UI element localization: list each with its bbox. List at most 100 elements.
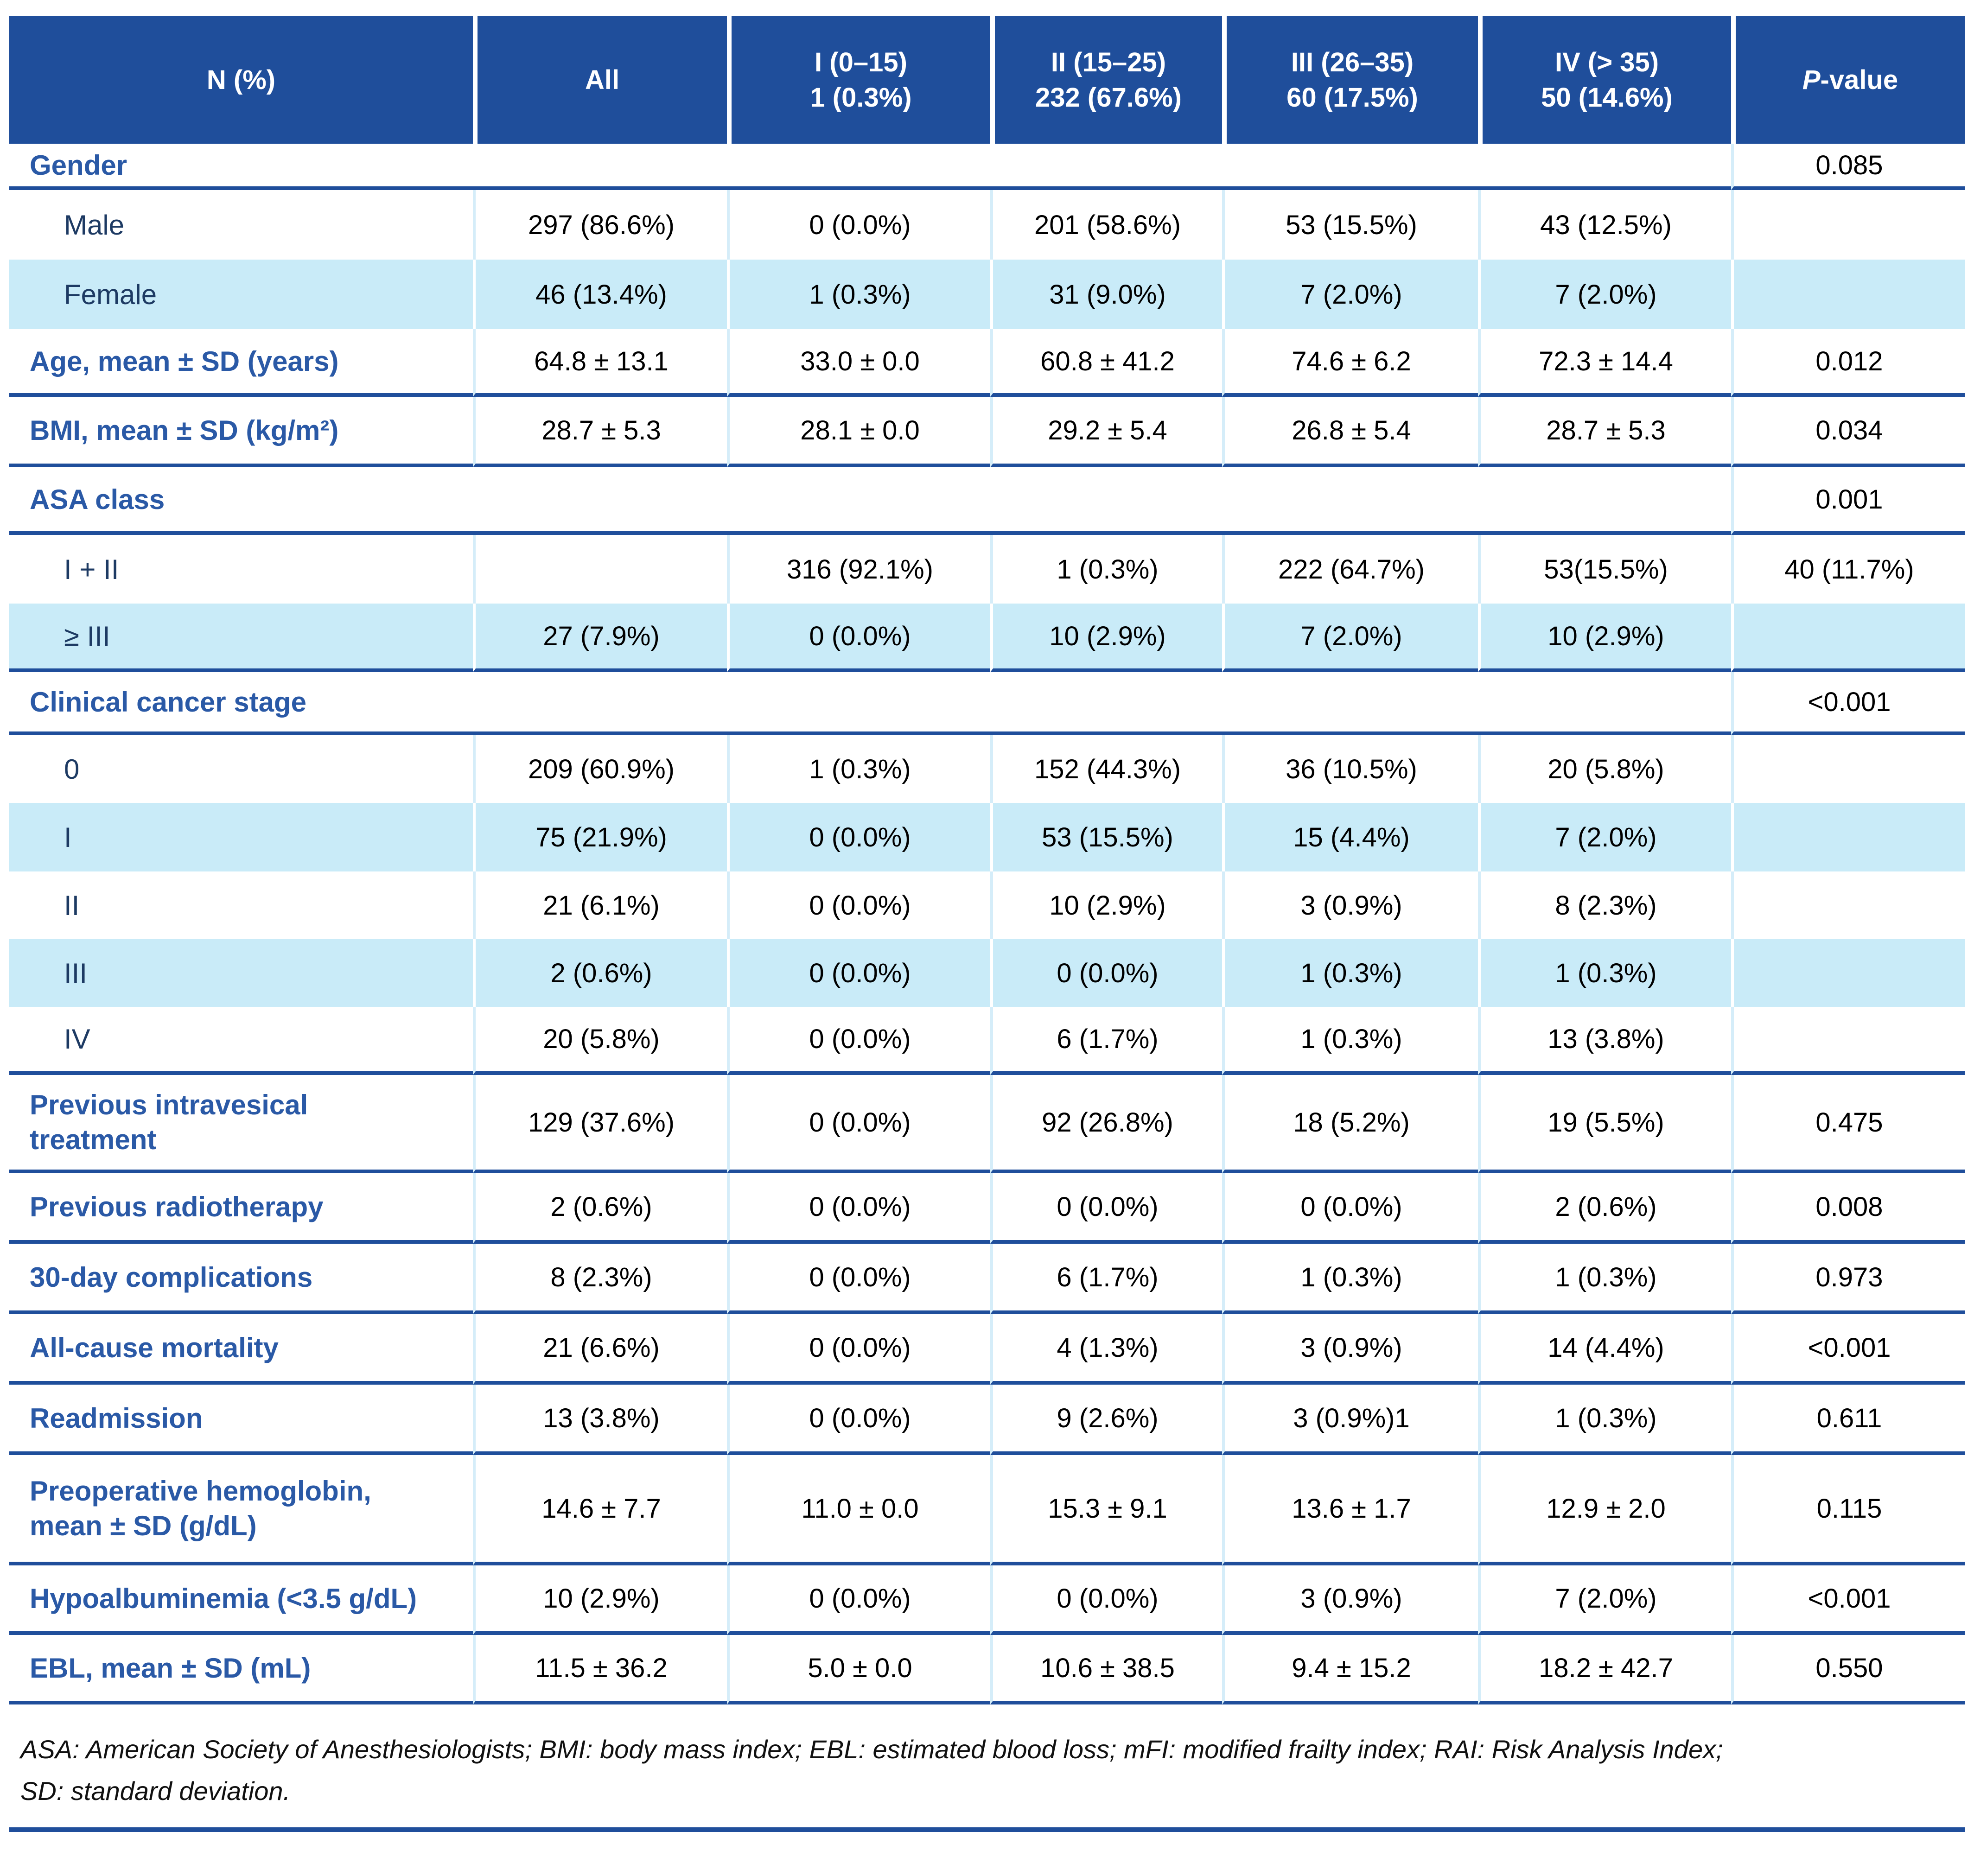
p-value-cell: <0.001 bbox=[1731, 672, 1965, 735]
cell-g4: 7 (2.0%) bbox=[1478, 803, 1731, 871]
cell-g2: 31 (9.0%) bbox=[990, 260, 1222, 329]
cell-g3: 26.8 ± 5.4 bbox=[1222, 397, 1478, 467]
cell-all: 21 (6.6%) bbox=[473, 1314, 727, 1385]
cell-all: 8 (2.3%) bbox=[473, 1244, 727, 1314]
p-value-cell: 0.012 bbox=[1731, 329, 1965, 397]
cell-g3: 3 (0.9%) bbox=[1222, 871, 1478, 939]
row-label: IV bbox=[9, 1007, 473, 1075]
row-asa-3-plus: ≥ III 27 (7.9%) 0 (0.0%) 10 (2.9%) 7 (2.… bbox=[9, 604, 1965, 672]
cell-g3: 7 (2.0%) bbox=[1222, 260, 1478, 329]
row-stage-0: 0 209 (60.9%) 1 (0.3%) 152 (44.3%) 36 (1… bbox=[9, 735, 1965, 803]
cell-all bbox=[473, 535, 727, 604]
row-hypoalbuminemia: Hypoalbuminemia (<3.5 g/dL) 10 (2.9%) 0 … bbox=[9, 1565, 1965, 1635]
cell-g1: 0 (0.0%) bbox=[727, 1244, 990, 1314]
row-label: Hypoalbuminemia (<3.5 g/dL) bbox=[9, 1565, 473, 1635]
cell-all: 2 (0.6%) bbox=[473, 939, 727, 1007]
header-group-4: IV (> 35) 50 (14.6%) bbox=[1478, 16, 1731, 144]
cell-g3: 3 (0.9%) bbox=[1222, 1314, 1478, 1385]
cell-all: 10 (2.9%) bbox=[473, 1565, 727, 1635]
header-group-3: III (26–35) 60 (17.5%) bbox=[1222, 16, 1478, 144]
cell-g2: 1 (0.3%) bbox=[990, 535, 1222, 604]
row-label: 30-day complications bbox=[9, 1244, 473, 1314]
cell-all: 21 (6.1%) bbox=[473, 871, 727, 939]
row-gender: Gender 0.085 bbox=[9, 144, 1965, 190]
row-asa-1-2: I + II 316 (92.1%) 1 (0.3%) 222 (64.7%) … bbox=[9, 535, 1965, 604]
clinical-characteristics-table: N (%) All I (0–15) 1 (0.3%) II (15–25) 232… bbox=[9, 16, 1965, 1704]
cell-g1: 0 (0.0%) bbox=[727, 190, 990, 260]
cell-all: 46 (13.4%) bbox=[473, 260, 727, 329]
cell-g2: 53 (15.5%) bbox=[990, 803, 1222, 871]
cell-g4: 7 (2.0%) bbox=[1478, 1565, 1731, 1635]
cell-g1: 0 (0.0%) bbox=[727, 1173, 990, 1244]
cell-g1: 28.1 ± 0.0 bbox=[727, 397, 990, 467]
cell-g1: 1 (0.3%) bbox=[727, 260, 990, 329]
footnote-line-1: ASA: American Society of Anesthesiologis… bbox=[20, 1735, 1723, 1764]
row-30-day-complications: 30-day complications 8 (2.3%) 0 (0.0%) 6… bbox=[9, 1244, 1965, 1314]
cell-g2: 0 (0.0%) bbox=[990, 1565, 1222, 1635]
p-value-cell: 0.550 bbox=[1731, 1635, 1965, 1704]
row-bmi: BMI, mean ± SD (kg/m²) 28.7 ± 5.3 28.1 ±… bbox=[9, 397, 1965, 467]
cell-g1: 1 (0.3%) bbox=[727, 735, 990, 803]
cell-g4: 13 (3.8%) bbox=[1478, 1007, 1731, 1075]
table-wrapper: N (%) All I (0–15) 1 (0.3%) II (15–25) 232… bbox=[9, 16, 1965, 1704]
cell-g2: 60.8 ± 41.2 bbox=[990, 329, 1222, 397]
p-value-cell: <0.001 bbox=[1731, 1314, 1965, 1385]
cell-all: 11.5 ± 36.2 bbox=[473, 1635, 727, 1704]
p-value-cell bbox=[1731, 604, 1965, 672]
cell-g4: 19 (5.5%) bbox=[1478, 1075, 1731, 1173]
cell-g1: 0 (0.0%) bbox=[727, 1385, 990, 1455]
cell-g1: 33.0 ± 0.0 bbox=[727, 329, 990, 397]
row-label: Age, mean ± SD (years) bbox=[9, 329, 473, 397]
cell-g4: 8 (2.3%) bbox=[1478, 871, 1731, 939]
cell-g3: 7 (2.0%) bbox=[1222, 604, 1478, 672]
row-previous-intravesical-treatment: Previous intravesical treatment 129 (37.6… bbox=[9, 1075, 1965, 1173]
row-label: I + II bbox=[9, 535, 473, 604]
cell-g2: 6 (1.7%) bbox=[990, 1244, 1222, 1314]
header-group-1: I (0–15) 1 (0.3%) bbox=[727, 16, 990, 144]
cell-g4: 10 (2.9%) bbox=[1478, 604, 1731, 672]
cell-g1: 0 (0.0%) bbox=[727, 803, 990, 871]
cell-all: 297 (86.6%) bbox=[473, 190, 727, 260]
row-label: Previous radiotherapy bbox=[9, 1173, 473, 1244]
p-value-cell bbox=[1731, 803, 1965, 871]
p-value-cell: 0.475 bbox=[1731, 1075, 1965, 1173]
cell-g1: 0 (0.0%) bbox=[727, 1007, 990, 1075]
footnote-line-2: SD: standard deviation. bbox=[20, 1776, 291, 1806]
table-footnote: ASA: American Society of Anesthesiologis… bbox=[0, 1704, 1974, 1812]
cell-g4: 20 (5.8%) bbox=[1478, 735, 1731, 803]
cell-g1: 0 (0.0%) bbox=[727, 604, 990, 672]
cell-g1: 11.0 ± 0.0 bbox=[727, 1455, 990, 1565]
cell-g3: 1 (0.3%) bbox=[1222, 939, 1478, 1007]
row-label: ≥ III bbox=[9, 604, 473, 672]
cell-g4: 7 (2.0%) bbox=[1478, 260, 1731, 329]
cell-g2: 4 (1.3%) bbox=[990, 1314, 1222, 1385]
row-stage-2: II 21 (6.1%) 0 (0.0%) 10 (2.9%) 3 (0.9%)… bbox=[9, 871, 1965, 939]
cell-g2: 9 (2.6%) bbox=[990, 1385, 1222, 1455]
cell-g2: 10 (2.9%) bbox=[990, 871, 1222, 939]
row-label: Male bbox=[9, 190, 473, 260]
cell-g4: 1 (0.3%) bbox=[1478, 1244, 1731, 1314]
p-value-cell: 0.085 bbox=[1731, 144, 1965, 190]
cell-g3: 9.4 ± 15.2 bbox=[1222, 1635, 1478, 1704]
row-all-cause-mortality: All-cause mortality 21 (6.6%) 0 (0.0%) 4… bbox=[9, 1314, 1965, 1385]
cell-g4: 2 (0.6%) bbox=[1478, 1173, 1731, 1244]
cell-g4: 12.9 ± 2.0 bbox=[1478, 1455, 1731, 1565]
cell-g2: 92 (26.8%) bbox=[990, 1075, 1222, 1173]
p-value-cell bbox=[1731, 1007, 1965, 1075]
p-value-cell: 0.001 bbox=[1731, 467, 1965, 535]
row-stage-4: IV 20 (5.8%) 0 (0.0%) 6 (1.7%) 1 (0.3%) … bbox=[9, 1007, 1965, 1075]
cell-g3: 18 (5.2%) bbox=[1222, 1075, 1478, 1173]
cell-g3: 1 (0.3%) bbox=[1222, 1007, 1478, 1075]
cell-all: 64.8 ± 13.1 bbox=[473, 329, 727, 397]
header-row: N (%) All I (0–15) 1 (0.3%) II (15–25) 232… bbox=[9, 16, 1965, 144]
cell-g3: 1 (0.3%) bbox=[1222, 1244, 1478, 1314]
cell-g3: 222 (64.7%) bbox=[1222, 535, 1478, 604]
row-label: All-cause mortality bbox=[9, 1314, 473, 1385]
row-label: Previous intravesical treatment bbox=[9, 1075, 473, 1173]
cell-g2: 6 (1.7%) bbox=[990, 1007, 1222, 1075]
cell-g2: 15.3 ± 9.1 bbox=[990, 1455, 1222, 1565]
cell-g4: 1 (0.3%) bbox=[1478, 939, 1731, 1007]
p-value-cell bbox=[1731, 871, 1965, 939]
p-value-cell: 40 (11.7%) bbox=[1731, 535, 1965, 604]
